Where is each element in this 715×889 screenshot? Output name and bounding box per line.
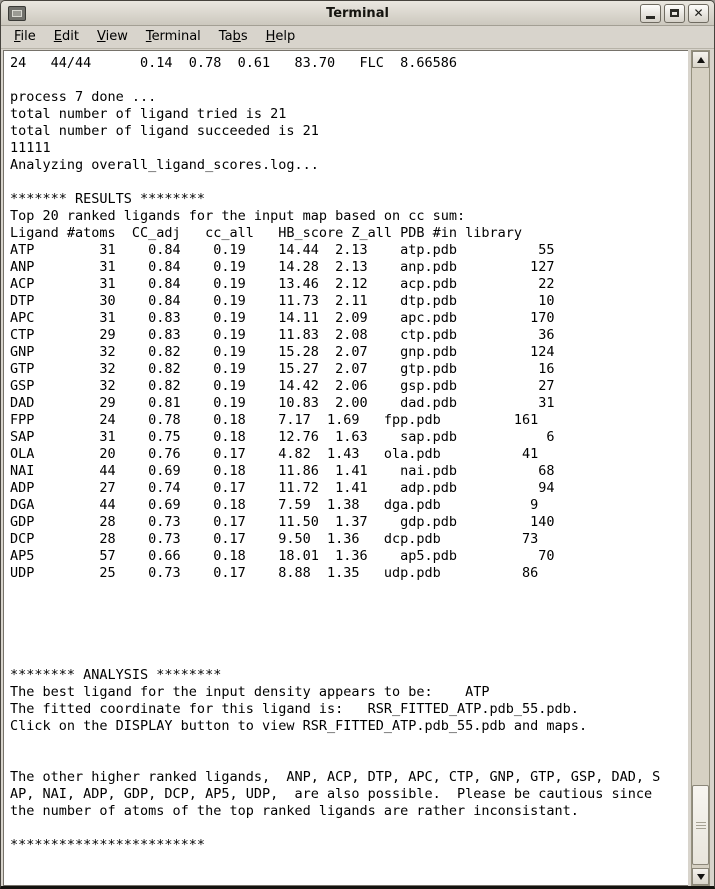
menu-help[interactable]: Help bbox=[265, 29, 296, 44]
menu-tabs[interactable]: Tabs bbox=[218, 29, 248, 44]
terminal-icon[interactable] bbox=[8, 5, 26, 21]
terminal-icon-screen bbox=[12, 9, 22, 17]
close-button[interactable]: ✕ bbox=[688, 3, 709, 23]
menu-edit[interactable]: Edit bbox=[53, 29, 79, 44]
scroll-up-button[interactable] bbox=[692, 51, 709, 68]
terminal-text: 24 44/44 0.14 0.78 0.61 83.70 FLC 8.6658… bbox=[10, 55, 661, 853]
menu-bar: File Edit View Terminal Tabs Help bbox=[1, 26, 714, 49]
thumb-grip bbox=[695, 821, 706, 823]
scroll-up-arrow-icon bbox=[696, 56, 705, 63]
title-bar[interactable]: Terminal ✕ bbox=[1, 1, 714, 26]
scrollbar-trough[interactable] bbox=[691, 50, 710, 886]
close-icon: ✕ bbox=[693, 6, 704, 20]
window-controls: ✕ bbox=[640, 3, 714, 23]
scrollbar-thumb[interactable] bbox=[692, 785, 709, 865]
minimize-icon bbox=[646, 15, 655, 19]
scroll-down-arrow-icon bbox=[696, 873, 705, 880]
menu-file[interactable]: File bbox=[14, 29, 36, 44]
terminal-viewport[interactable]: 24 44/44 0.14 0.78 0.61 83.70 FLC 8.6658… bbox=[3, 50, 690, 886]
minimize-button[interactable] bbox=[640, 3, 661, 23]
window-title: Terminal bbox=[326, 5, 389, 21]
menu-terminal[interactable]: Terminal bbox=[145, 29, 201, 44]
vertical-scrollbar bbox=[688, 50, 712, 886]
maximize-icon bbox=[670, 9, 679, 17]
menu-view[interactable]: View bbox=[96, 29, 128, 44]
scroll-down-button[interactable] bbox=[692, 868, 709, 885]
maximize-button[interactable] bbox=[664, 3, 685, 23]
